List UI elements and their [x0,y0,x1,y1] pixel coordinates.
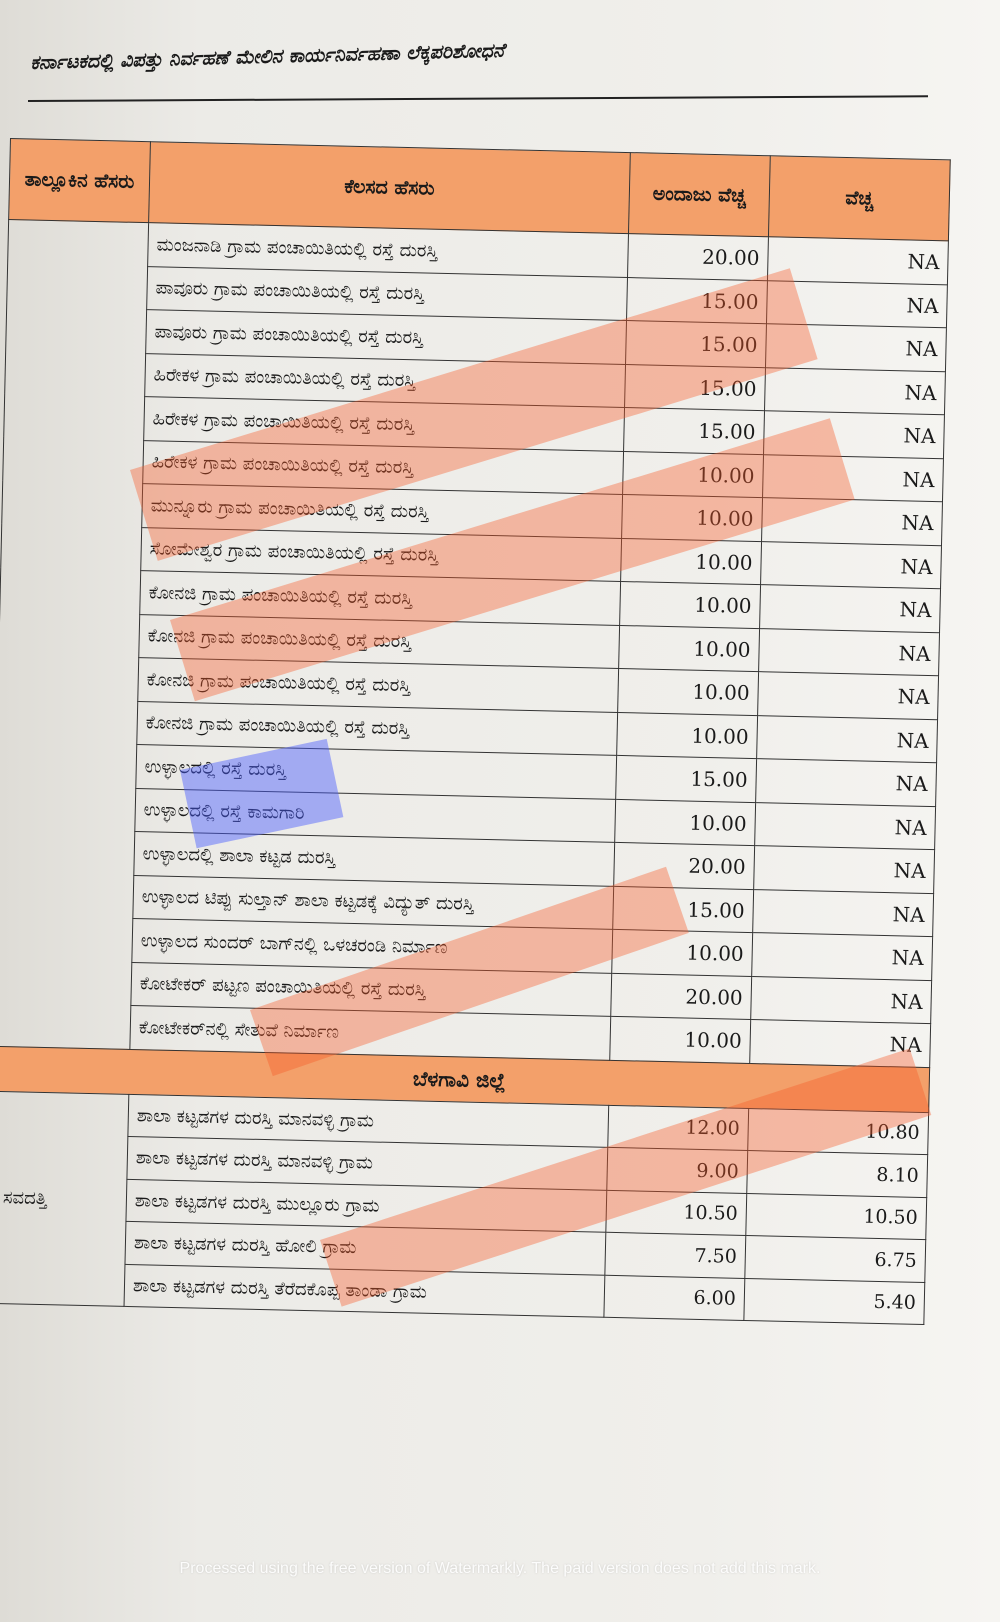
works-table-wrapper: ತಾಲ್ಲೂಕಿನ ಹೆಸರು ಕೆಲಸದ ಹೆಸರು ಅಂದಾಜು ವೆಚ್ಚ… [0,138,951,1325]
expense-cell: NA [765,323,947,372]
taluk-cell-empty [0,219,149,1049]
expense-cell: NA [767,236,949,285]
estimate-cell: 10.00 [617,668,759,716]
header-rule [28,95,928,102]
expense-cell: NA [758,628,940,676]
estimate-cell: 12.00 [607,1104,749,1151]
expense-cell: NA [749,1019,931,1068]
expense-cell: 10.80 [747,1108,929,1155]
expense-cell: NA [763,410,945,459]
estimate-cell: 15.00 [626,277,768,324]
expense-cell: 10.50 [745,1192,927,1240]
estimate-cell: 20.00 [627,233,769,281]
estimate-cell: 15.00 [612,885,754,933]
header-expense: ವೆಚ್ಚ [768,155,951,241]
taluk-cell: ಸವದತ್ತಿ [0,1090,129,1307]
expense-cell: NA [756,715,938,763]
header-taluk: ತಾಲ್ಲೂಕಿನ ಹೆಸರು [8,138,151,223]
expense-cell: NA [761,497,943,546]
expense-cell: NA [757,671,939,720]
expense-cell: NA [762,454,944,502]
expense-cell: 5.40 [743,1277,925,1325]
watermark-text: Processed using the free version of Wate… [179,1560,821,1577]
estimate-cell: 15.00 [615,755,757,803]
estimate-cell: 10.00 [611,929,753,977]
header-work: ಕೆಲಸದ ಹೆಸರು [148,141,631,234]
estimate-cell: 10.00 [616,711,758,759]
works-table: ತಾಲ್ಲೂಕಿನ ಹೆಸರು ಕೆಲಸದ ಹೆಸರು ಅಂದಾಜು ವೆಚ್ಚ… [0,138,951,1325]
expense-cell: NA [760,541,942,589]
expense-cell: NA [751,932,933,981]
expense-cell: NA [764,367,946,415]
estimate-cell: 15.00 [624,364,766,411]
estimate-cell: 9.00 [606,1147,748,1193]
expense-cell: NA [759,584,941,633]
estimate-cell: 7.50 [604,1232,746,1278]
estimate-cell: 15.00 [625,320,767,368]
estimate-cell: 10.00 [614,798,756,846]
estimate-cell: 20.00 [610,972,752,1020]
expense-cell: NA [753,845,935,894]
expense-cell: NA [755,758,937,807]
expense-cell: NA [766,280,948,328]
expense-cell: NA [754,802,936,850]
estimate-cell: 10.00 [622,451,764,498]
estimate-cell: 10.00 [620,537,762,585]
expense-cell: NA [752,889,934,937]
estimate-cell: 10.00 [609,1016,751,1064]
estimate-cell: 10.00 [618,624,760,672]
table-body: ಮಂಜನಾಡಿ ಗ್ರಾಮ ಪಂಚಾಯಿತಿಯಲ್ಲಿ ರಸ್ತೆ ದುರಸ್ತ… [0,219,949,1325]
expense-cell: 6.75 [744,1235,926,1283]
expense-cell: 8.10 [746,1150,928,1198]
estimate-cell: 10.00 [619,581,761,629]
running-head: ಕರ್ನಾಟಕದಲ್ಲಿ ವಿಪತ್ತು ನಿರ್ವಹಣೆ ಮೇಲಿನ ಕಾರ್… [30,39,505,74]
estimate-cell: 20.00 [613,842,755,890]
expense-cell: NA [750,976,932,1024]
header-estimate: ಅಂದಾಜು ವೆಚ್ಚ [628,152,771,237]
estimate-cell: 15.00 [623,407,765,455]
estimate-cell: 6.00 [603,1274,745,1321]
estimate-cell: 10.50 [605,1189,747,1236]
estimate-cell: 10.00 [621,494,763,542]
